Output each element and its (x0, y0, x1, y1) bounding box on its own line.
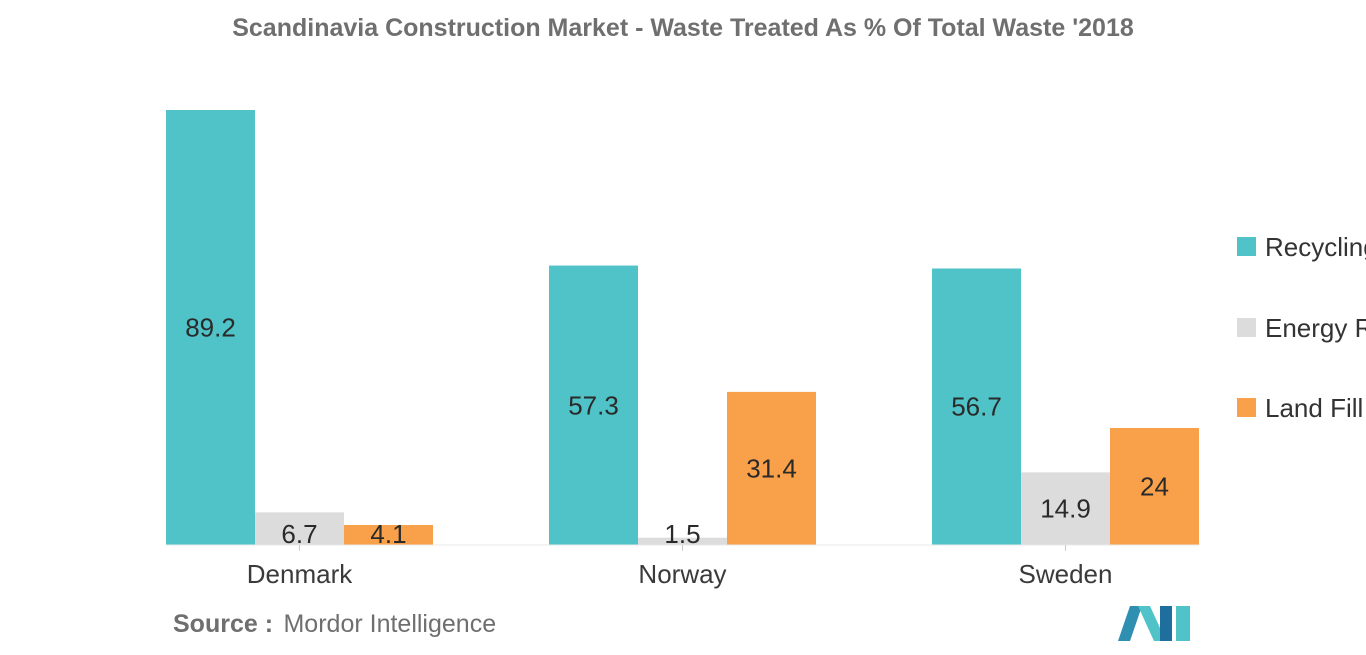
legend-label-recycling: Recycling (1265, 232, 1366, 262)
legend-swatch-land-fill (1237, 398, 1256, 417)
x-axis-ticks (299, 545, 1066, 551)
logo-diagonal-stroke (1138, 606, 1166, 641)
logo-right-stroke (1176, 606, 1190, 641)
category-label-sweden: Sweden (1019, 559, 1113, 589)
bar-denmark-recycling (166, 110, 255, 545)
logo-left-stroke (1118, 606, 1142, 641)
logo-middle-stroke (1160, 606, 1172, 641)
value-label-norway-land-fill: 31.4 (746, 453, 797, 483)
legend-swatch-energy-recovery (1237, 318, 1256, 337)
category-labels: Denmark Norway Sweden (247, 559, 1113, 589)
source-name: Mordor Intelligence (283, 610, 496, 638)
source-line: Source : Mordor Intelligence (173, 610, 496, 638)
bar-sweden-recycling (932, 268, 1021, 545)
bar-norway-land-fill (727, 391, 816, 545)
chart-title: Scandinavia Construction Market - Waste … (232, 14, 1134, 42)
source-prefix: Source : (173, 610, 273, 638)
legend-swatch-recycling (1237, 237, 1256, 256)
bar-norway-recycling (549, 265, 638, 545)
category-label-denmark: Denmark (247, 559, 353, 589)
bar-denmark-energy-recovery (255, 512, 344, 545)
value-label-sweden-land-fill: 24 (1140, 471, 1169, 501)
value-label-denmark-land-fill: 4.1 (370, 519, 406, 549)
value-label-norway-energy-recovery: 1.5 (664, 519, 700, 549)
legend: Recycling Energy R Land Fill (1237, 232, 1366, 423)
bar-denmark-land-fill (344, 525, 433, 545)
bar-sweden-land-fill (1110, 427, 1199, 545)
legend-label-energy-recovery: Energy R (1265, 313, 1366, 343)
value-label-denmark-recycling: 89.2 (185, 313, 236, 343)
value-label-sweden-recycling: 56.7 (951, 392, 1002, 422)
bar-sweden-energy-recovery (1021, 472, 1110, 545)
value-label-denmark-energy-recovery: 6.7 (281, 519, 317, 549)
value-label-norway-recycling: 57.3 (568, 390, 619, 420)
category-label-norway: Norway (638, 559, 726, 589)
bars-group (166, 110, 1199, 545)
value-label-sweden-energy-recovery: 14.9 (1040, 494, 1091, 524)
value-labels-group: 89.2 6.7 4.1 57.3 1.5 31.4 56.7 14.9 24 (185, 313, 1169, 550)
mordor-intelligence-logo (1118, 606, 1190, 641)
legend-label-land-fill: Land Fill (1265, 393, 1363, 423)
bar-norway-energy-recovery (638, 537, 727, 545)
